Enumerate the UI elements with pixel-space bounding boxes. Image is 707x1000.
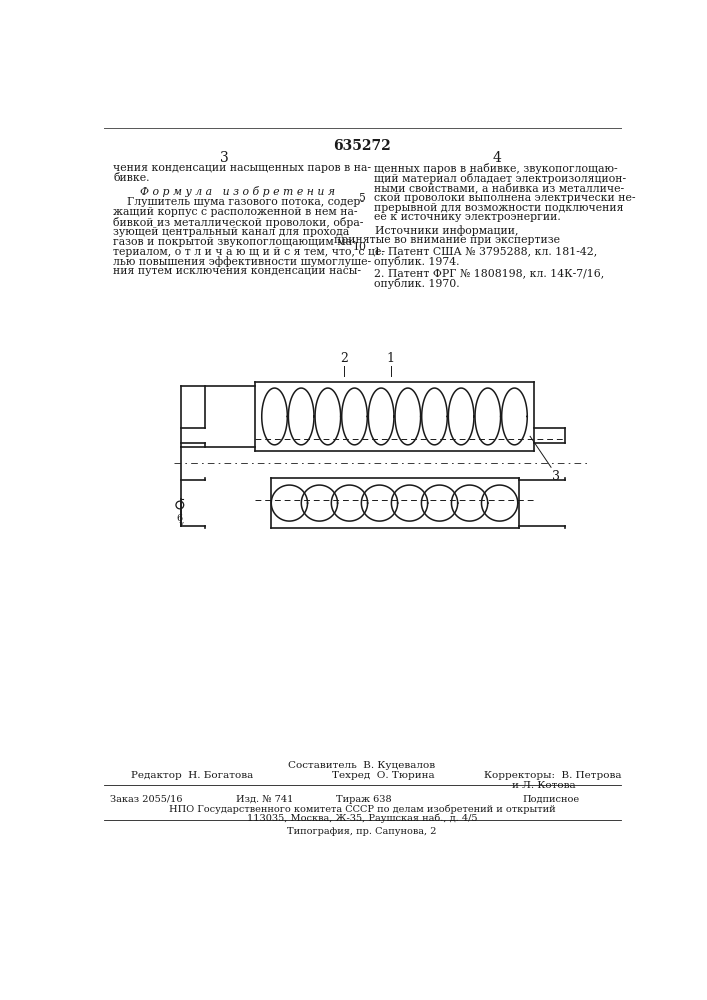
Text: НПО Государственного комитета СССР по делам изобретений и открытий: НПО Государственного комитета СССР по де…	[169, 805, 555, 814]
Text: 2: 2	[340, 352, 348, 365]
Text: Техред  О. Тюрина: Техред О. Тюрина	[332, 771, 435, 780]
Text: щенных паров в набивке, звукопоглощаю-: щенных паров в набивке, звукопоглощаю-	[373, 163, 617, 174]
Text: опублик. 1974.: опублик. 1974.	[373, 256, 459, 267]
Text: 5: 5	[358, 193, 366, 203]
Text: лью повышения эффективности шумоглуше-: лью повышения эффективности шумоглуше-	[113, 256, 371, 267]
Text: опублик. 1970.: опублик. 1970.	[373, 278, 460, 289]
Text: 635272: 635272	[333, 139, 391, 153]
Text: 1: 1	[387, 352, 395, 365]
Text: Тираж 638: Тираж 638	[337, 795, 392, 804]
Text: жащий корпус с расположенной в нем на-: жащий корпус с расположенной в нем на-	[113, 207, 358, 217]
Text: бивке.: бивке.	[113, 173, 150, 183]
Text: прерывной для возможности подключения: прерывной для возможности подключения	[373, 203, 623, 213]
Text: 10: 10	[353, 242, 367, 252]
Text: Редактор  Н. Богатова: Редактор Н. Богатова	[131, 771, 253, 780]
Text: v: v	[178, 520, 183, 528]
Text: Заказ 2055/16: Заказ 2055/16	[110, 795, 182, 804]
Text: ными свойствами, а набивка из металличе-: ными свойствами, а набивка из металличе-	[373, 183, 624, 194]
Text: щий материал обладает электроизоляцион-: щий материал обладает электроизоляцион-	[373, 173, 626, 184]
Text: Изд. № 741: Изд. № 741	[235, 795, 293, 804]
Text: Ф о р м у л а   и з о б р е т е н и я: Ф о р м у л а и з о б р е т е н и я	[139, 186, 334, 197]
Text: териалом, о т л и ч а ю щ и й с я тем, что, с це-: териалом, о т л и ч а ю щ и й с я тем, ч…	[113, 247, 385, 257]
Text: Типография, пр. Сапунова, 2: Типография, пр. Сапунова, 2	[287, 827, 437, 836]
Text: 3: 3	[220, 151, 228, 165]
Text: ее к источнику электроэнергии.: ее к источнику электроэнергии.	[373, 212, 561, 222]
Text: чения конденсации насыщенных паров в на-: чения конденсации насыщенных паров в на-	[113, 163, 371, 173]
Text: зующей центральный канал для прохода: зующей центральный канал для прохода	[113, 227, 349, 237]
Text: принятые во внимание при экспертизе: принятые во внимание при экспертизе	[334, 235, 560, 245]
Text: 2. Патент ФРГ № 1808198, кл. 14К-7/16,: 2. Патент ФРГ № 1808198, кл. 14К-7/16,	[373, 269, 604, 279]
Text: бивкой из металлической проволоки, обра-: бивкой из металлической проволоки, обра-	[113, 217, 363, 228]
Text: Источники информации,: Источники информации,	[375, 225, 519, 236]
Text: и Л. Котова: и Л. Котова	[512, 781, 575, 790]
Text: 113035, Москва, Ж-35, Раушская наб., д. 4/5: 113035, Москва, Ж-35, Раушская наб., д. …	[247, 814, 477, 823]
Text: Глушитель шума газового потока, содер-: Глушитель шума газового потока, содер-	[113, 197, 364, 207]
Text: ния путем исключения конденсации насы-: ния путем исключения конденсации насы-	[113, 266, 361, 276]
Text: Корректоры:  В. Петрова: Корректоры: В. Петрова	[484, 771, 621, 780]
Text: 1. Патент США № 3795288, кл. 181-42,: 1. Патент США № 3795288, кл. 181-42,	[373, 247, 597, 257]
Text: Составитель  В. Куцевалов: Составитель В. Куцевалов	[288, 761, 436, 770]
Text: Подписное: Подписное	[522, 795, 580, 804]
Text: 3: 3	[552, 470, 560, 483]
Text: 4: 4	[492, 151, 501, 165]
Text: 6: 6	[176, 514, 182, 523]
Text: газов и покрытой звукопоглощающим ма-: газов и покрытой звукопоглощающим ма-	[113, 237, 356, 247]
Text: ской проволоки выполнена электрически не-: ской проволоки выполнена электрически не…	[373, 193, 635, 203]
